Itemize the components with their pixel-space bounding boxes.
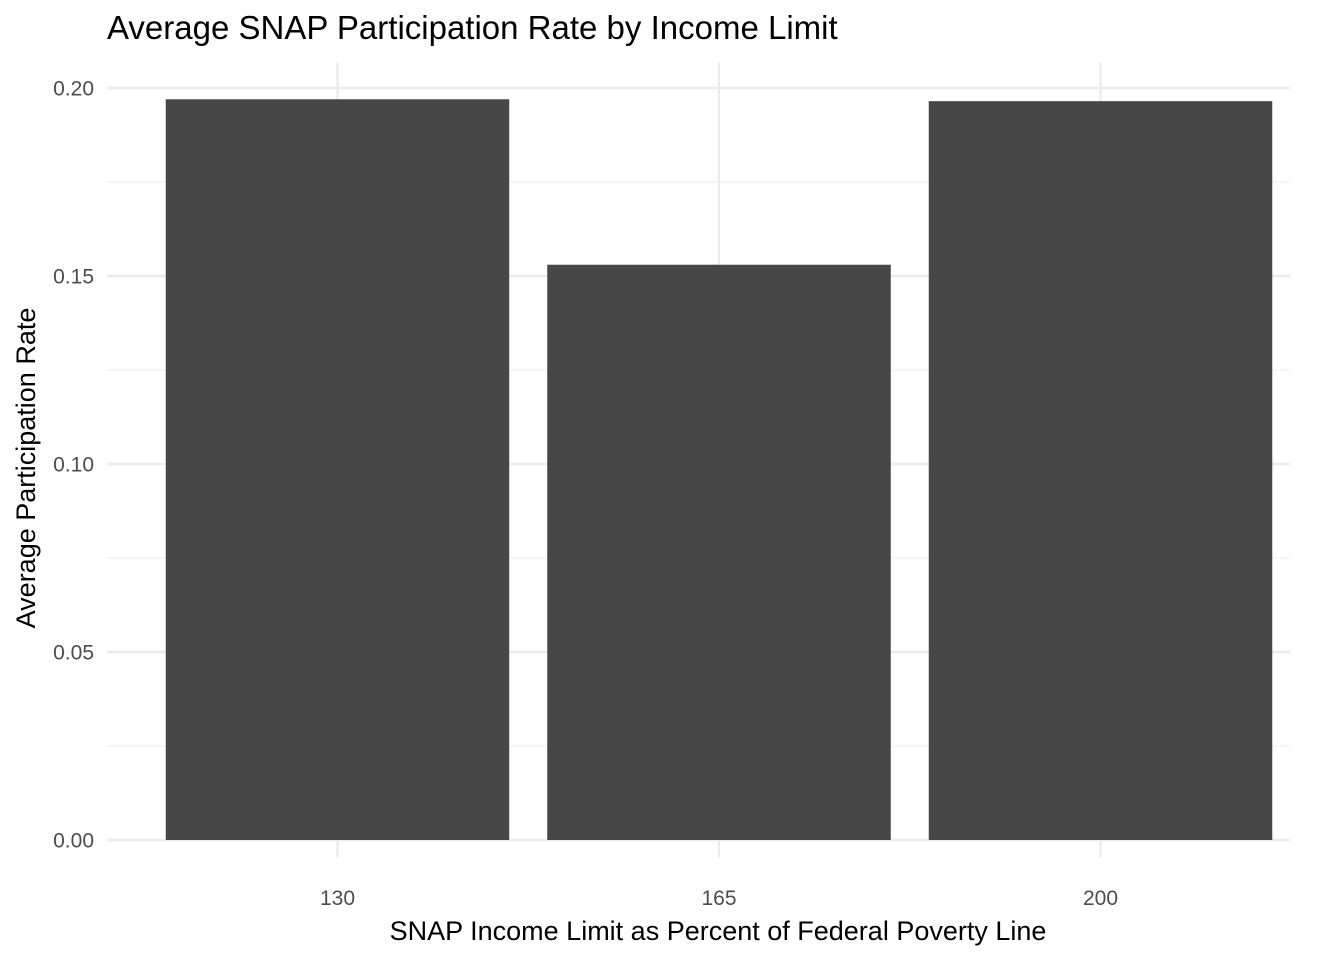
- y-tick-label: 0.05: [53, 642, 94, 665]
- y-axis-title: Average Participation Rate: [11, 308, 41, 629]
- y-tick-label: 0.20: [53, 78, 94, 101]
- x-axis-title: SNAP Income Limit as Percent of Federal …: [390, 916, 1047, 946]
- bar-200: [928, 101, 1273, 840]
- y-tick-label: 0.00: [53, 830, 94, 853]
- x-tick-label-130: 130: [320, 887, 355, 910]
- bar-130: [165, 99, 510, 840]
- x-tick-label-200: 200: [1083, 887, 1118, 910]
- y-tick-label: 0.10: [53, 454, 94, 477]
- y-tick-label: 0.15: [53, 266, 94, 289]
- x-axis-tick-labels: 130 165 200: [320, 887, 1118, 910]
- bar-series: [165, 99, 1273, 841]
- chart-title: Average SNAP Participation Rate by Incom…: [107, 9, 838, 46]
- bar-165: [547, 264, 891, 841]
- y-axis-tick-labels: 0.00 0.05 0.10 0.15 0.20: [53, 78, 94, 853]
- x-tick-label-165: 165: [701, 887, 736, 910]
